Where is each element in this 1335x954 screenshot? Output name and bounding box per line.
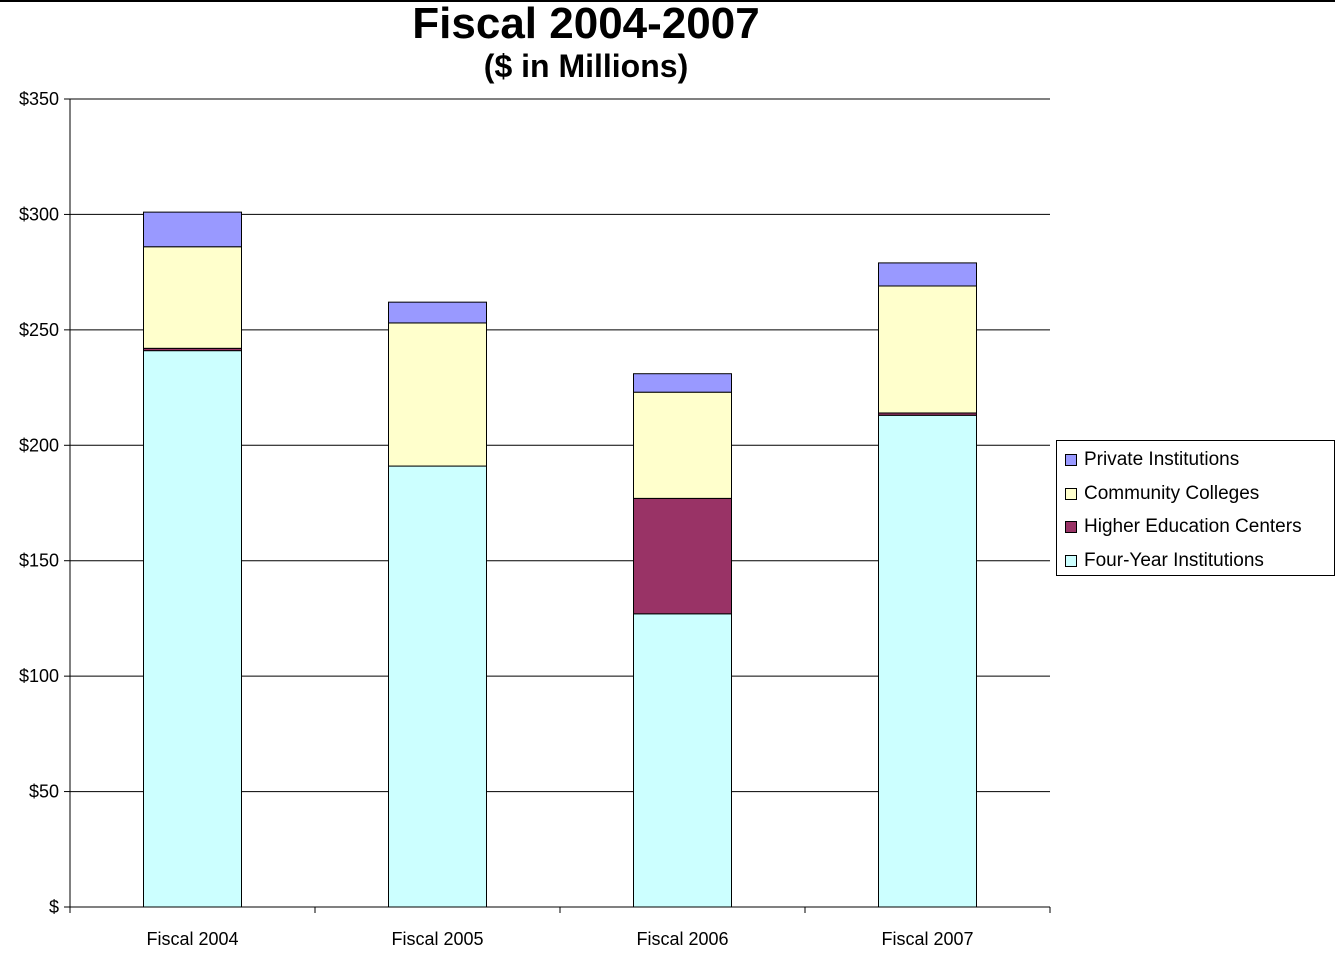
- bar-segment-community-colleges: [143, 246, 242, 349]
- legend-label: Private Institutions: [1084, 449, 1240, 470]
- bar-segment-community-colleges: [388, 322, 487, 467]
- legend-swatch: [1065, 487, 1077, 500]
- y-tick-label: $350: [19, 89, 59, 109]
- bar-segment-private-institutions: [388, 301, 487, 324]
- x-tick-label: Fiscal 2006: [636, 929, 728, 949]
- chart-title: Fiscal 2004-2007: [412, 0, 760, 48]
- y-tick-label: $250: [19, 320, 59, 340]
- bar-segment-four-year-institutions: [878, 414, 977, 908]
- x-tick-label: Fiscal 2004: [146, 929, 238, 949]
- bar-segment-private-institutions: [143, 211, 242, 248]
- chart-subtitle: ($ in Millions): [483, 48, 689, 84]
- legend-swatch: [1065, 454, 1077, 466]
- bar-segment-higher-education-centers: [633, 497, 732, 615]
- x-tick-label: Fiscal 2007: [881, 929, 973, 949]
- bar-segment-private-institutions: [633, 373, 732, 393]
- legend-label: Higher Education Centers: [1084, 516, 1302, 537]
- bar-segment-four-year-institutions: [388, 465, 487, 908]
- y-tick-label: $200: [19, 435, 59, 455]
- x-tick-label: Fiscal 2005: [391, 929, 483, 949]
- top-rule: [0, 0, 1335, 2]
- bar-segment-four-year-institutions: [633, 613, 732, 908]
- y-tick-label: $150: [19, 551, 59, 571]
- y-tick-label: $50: [29, 782, 59, 802]
- bar-segment-community-colleges: [633, 391, 732, 499]
- bar-segment-private-institutions: [878, 262, 977, 287]
- legend-label: Community Colleges: [1084, 482, 1260, 504]
- legend-swatch: [1065, 521, 1077, 533]
- legend-swatch: [1065, 554, 1077, 567]
- legend: Private Institutions Community Colleges Hi…: [1056, 440, 1335, 576]
- bar-segment-community-colleges: [878, 285, 977, 414]
- bar-segment-four-year-institutions: [143, 350, 242, 908]
- y-tick-label: $100: [19, 666, 59, 686]
- legend-label: Four-Year Institutions: [1084, 549, 1264, 571]
- y-tick-label: $300: [19, 204, 59, 224]
- y-tick-label: $: [49, 897, 59, 917]
